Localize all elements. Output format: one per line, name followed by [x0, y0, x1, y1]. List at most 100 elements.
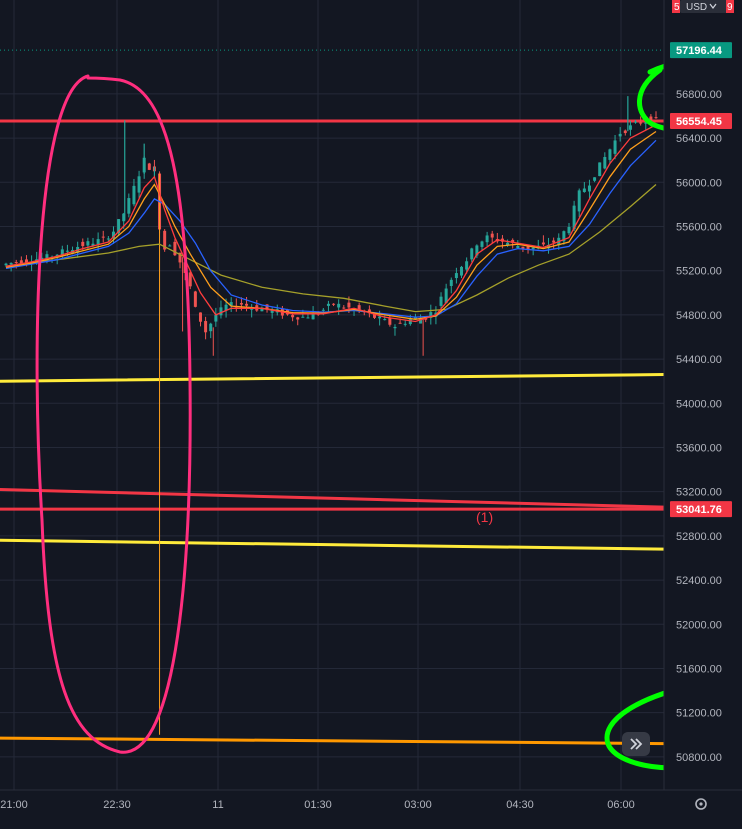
candle-body [454, 273, 458, 279]
candle-body [526, 244, 530, 250]
ma-slow-line [5, 139, 657, 318]
price-tick-label: 52000.00 [676, 619, 722, 631]
candle-body [4, 263, 8, 266]
candle-body [321, 309, 325, 311]
candle-body [173, 241, 177, 256]
red-level-line[interactable] [0, 487, 666, 509]
candle-body [634, 121, 638, 123]
candle-body [193, 291, 197, 307]
candle-body [127, 198, 131, 214]
candle-body [106, 238, 110, 240]
chevron-down-icon [709, 3, 717, 9]
candle-body [245, 303, 249, 306]
candle-body [147, 163, 151, 170]
candle-body [603, 157, 607, 169]
candle-body [449, 279, 453, 286]
candle-body [168, 245, 172, 247]
candle-body [378, 316, 382, 319]
horizontal-levels[interactable] [0, 119, 666, 746]
price-label-text: 56554.45 [676, 116, 722, 128]
price-tick-label: 52400.00 [676, 575, 722, 587]
candle-body [301, 316, 305, 318]
candle-body [357, 305, 361, 311]
candle-body [14, 262, 18, 264]
candle-body [618, 133, 622, 137]
candle-body [398, 322, 402, 324]
candle-body [582, 188, 586, 193]
candle-body [209, 323, 213, 332]
candle-body [465, 261, 469, 270]
candle-body [163, 230, 167, 250]
candle-body [311, 312, 315, 320]
scroll-to-realtime-button[interactable] [622, 732, 650, 756]
candle-body [403, 323, 407, 325]
candle-body [45, 254, 49, 262]
price-label-tag [670, 113, 732, 130]
price-tick-label: 56800.00 [676, 89, 722, 101]
candle-body [178, 252, 182, 263]
time-tick-label: 03:00 [404, 799, 432, 811]
candle-body [506, 242, 510, 246]
double-chevron-right-icon [630, 738, 643, 750]
candle-body [132, 185, 136, 205]
price-tick-label: 55200.00 [676, 266, 722, 278]
candle-body [137, 176, 141, 193]
candle-body [96, 239, 100, 245]
candle-body [388, 317, 392, 325]
top-price-tag-text: 5 [674, 2, 680, 13]
candle-body [562, 231, 566, 242]
candle-body [572, 205, 576, 230]
candle-body [342, 307, 346, 309]
candle-body [65, 250, 69, 252]
price-tick-label: 54000.00 [676, 398, 722, 410]
time-axis[interactable]: 21:00 22:30 11 01:30 03:00 04:30 06:00 [0, 789, 742, 829]
currency-button[interactable]: USD [680, 0, 732, 13]
price-tick-label: 55600.00 [676, 222, 722, 234]
candle-body [86, 241, 90, 246]
candle-body [219, 307, 223, 316]
candle-body [198, 312, 202, 322]
candle-body [485, 235, 489, 243]
price-tick-label: 53200.00 [676, 487, 722, 499]
candle-body [224, 304, 228, 311]
candle-body [593, 177, 597, 181]
price-axis[interactable]: 56800.00 56400.00 56000.00 55600.00 55200.00… [663, 0, 742, 829]
price-tick-label: 53600.00 [676, 442, 722, 454]
candle-body [419, 317, 423, 324]
yellow-level-line[interactable] [0, 538, 666, 551]
chart-settings-button[interactable] [695, 798, 707, 810]
candle-body [511, 239, 515, 243]
currency-label: USD [686, 2, 707, 13]
candle-body [521, 246, 525, 249]
price-tick-label: 56400.00 [676, 133, 722, 145]
annotation-label-1: (1) [476, 509, 493, 525]
candle-body [117, 219, 121, 234]
time-axis-background [0, 790, 664, 829]
candle-body [337, 303, 341, 308]
candle-body [239, 303, 243, 305]
candle-body [490, 233, 494, 238]
candle-body [260, 308, 264, 312]
price-label-text: 53041.76 [676, 504, 722, 516]
candle-body [9, 262, 13, 265]
candle-body [383, 319, 387, 321]
candle-body [623, 130, 627, 134]
price-tick-label: 51200.00 [676, 708, 722, 720]
time-tick-label: 01:30 [304, 799, 332, 811]
price-label-text: 57196.44 [676, 45, 723, 57]
candle-body [444, 288, 448, 304]
candle-body [81, 241, 85, 247]
candle-body [439, 296, 443, 306]
ma-long-line [5, 184, 657, 313]
candle-body [639, 122, 643, 124]
candle-body [291, 315, 295, 318]
ma-mid-line [5, 130, 657, 320]
candle-body [613, 140, 617, 154]
orange-level-line[interactable] [0, 736, 666, 746]
time-tick-label: 21:00 [0, 799, 28, 811]
candle-body [347, 302, 351, 308]
candle-body [265, 304, 269, 310]
candle-body [326, 303, 330, 306]
yellow-level-line[interactable] [0, 373, 666, 383]
